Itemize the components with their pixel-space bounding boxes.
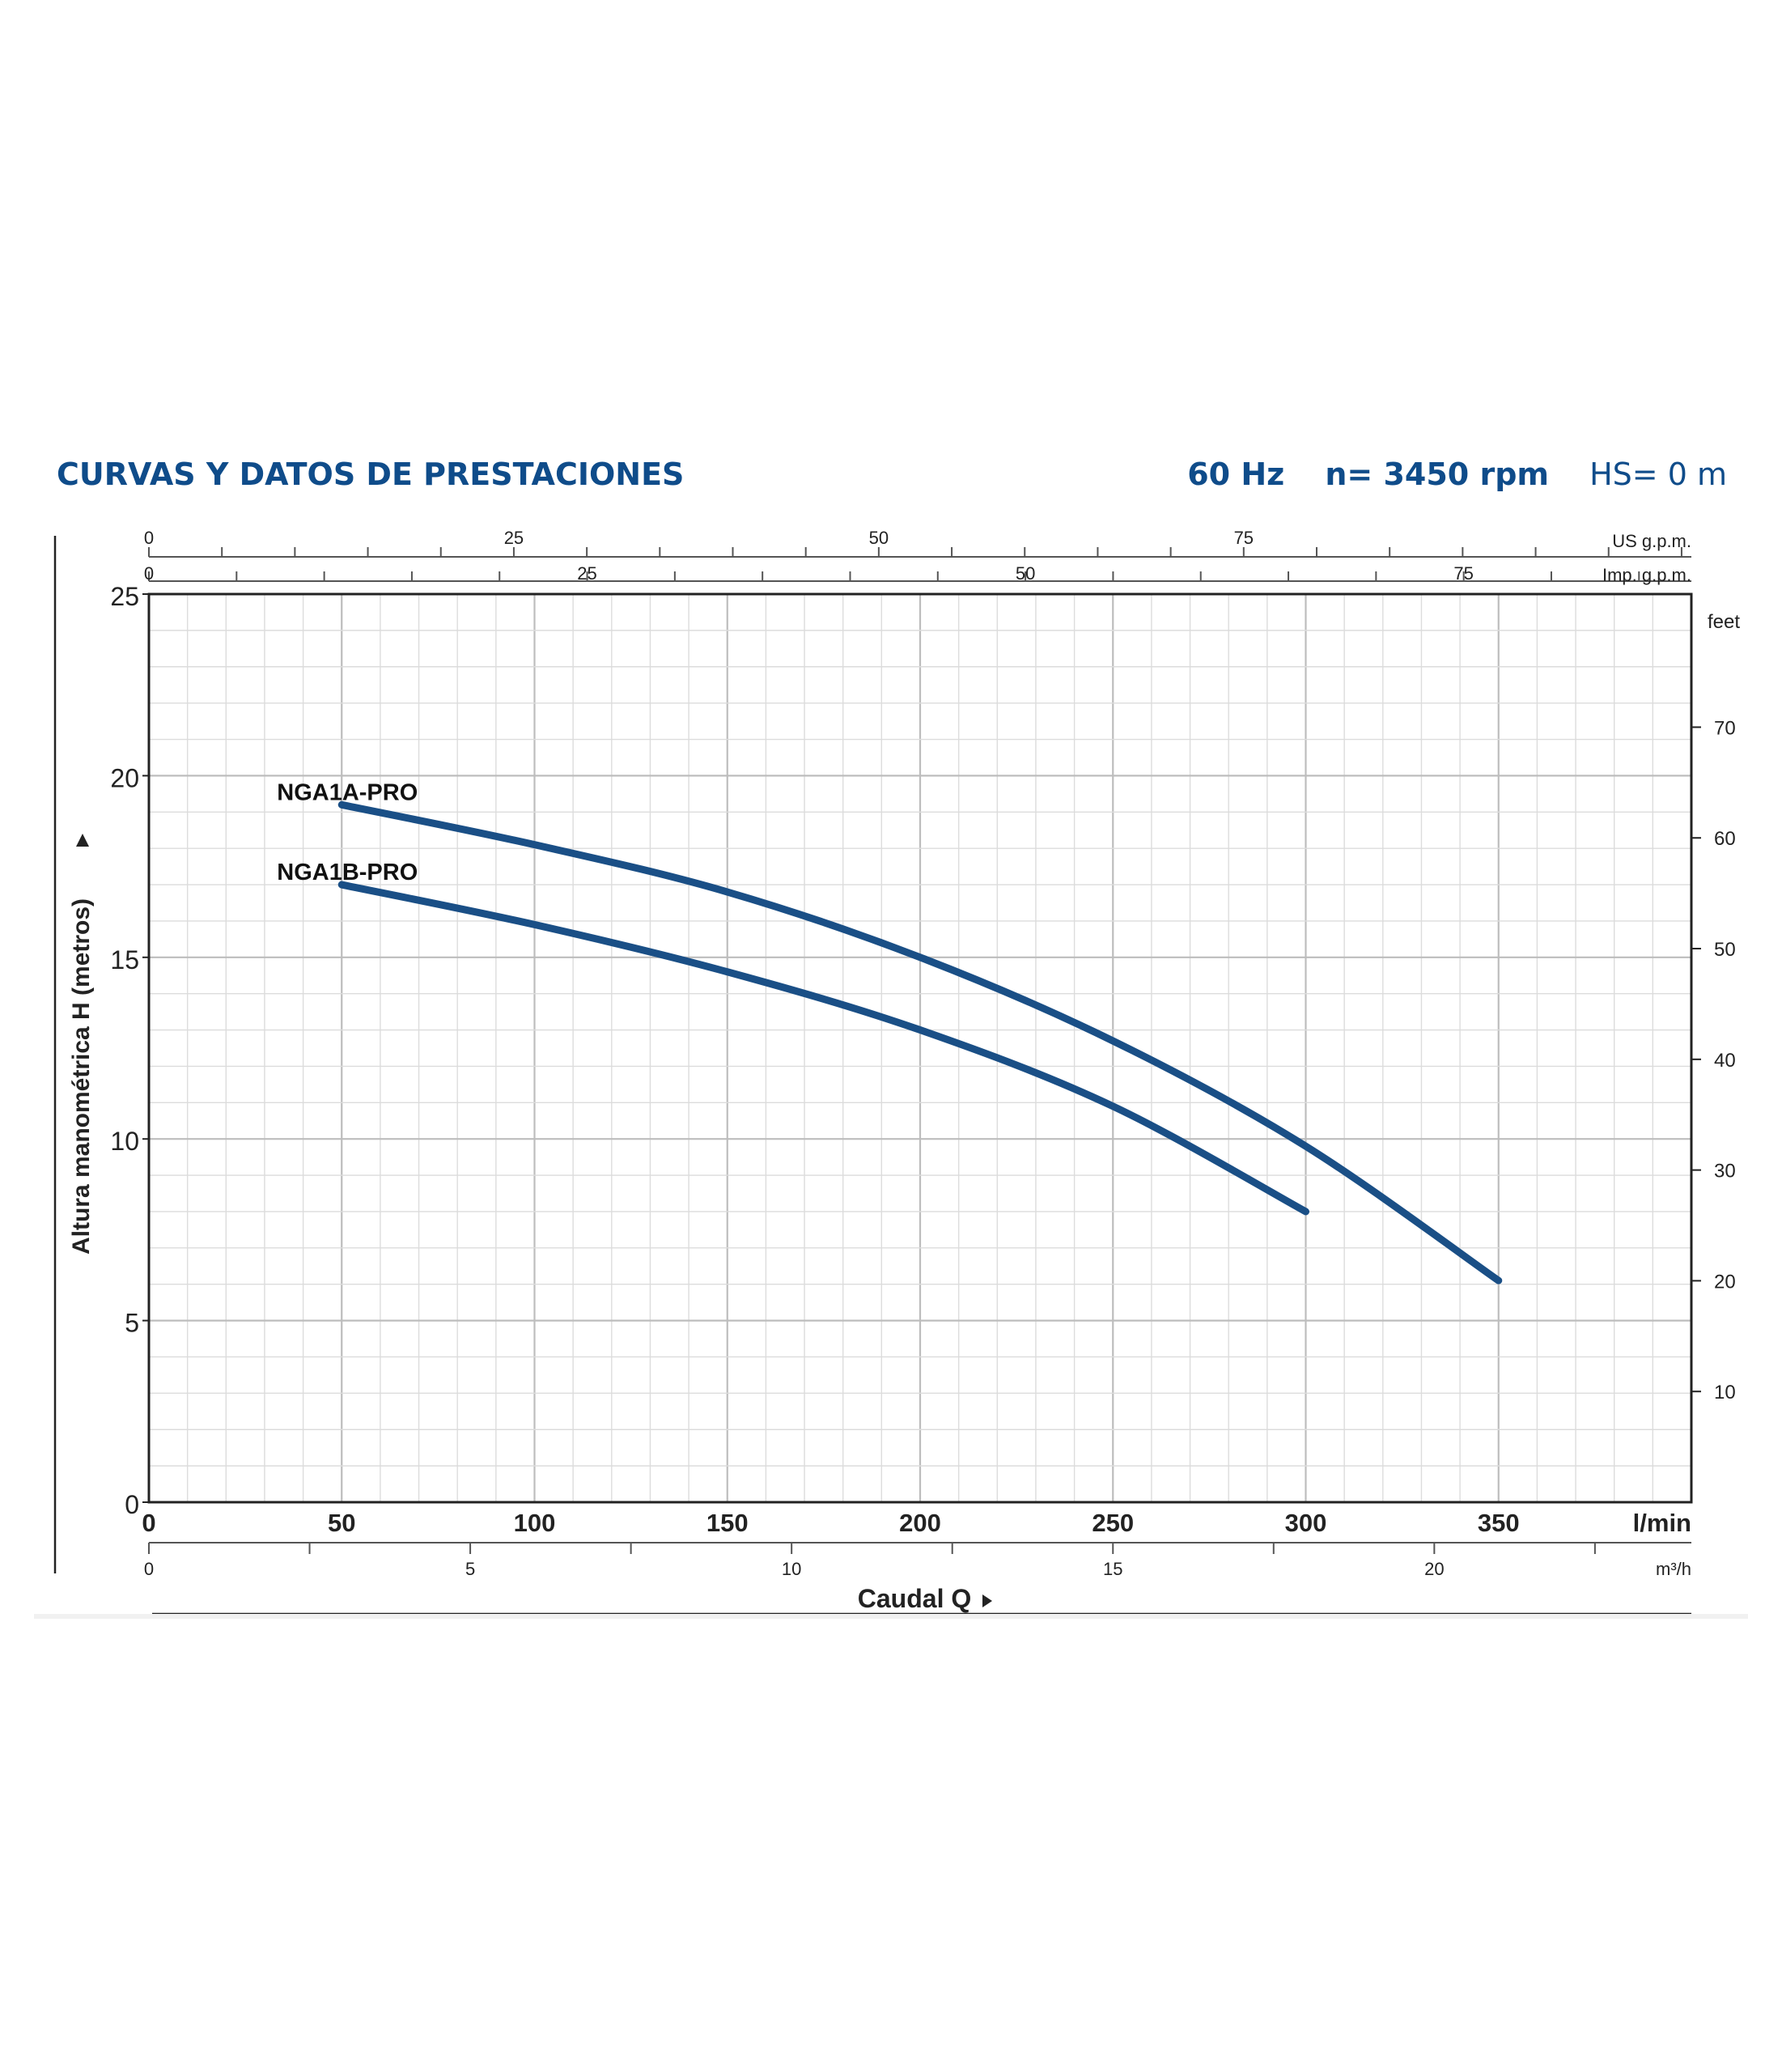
m3h-axis-unit: m³/h xyxy=(1656,1559,1691,1579)
plot-frame xyxy=(147,592,1693,1504)
m3h-axis-tick-label: 0 xyxy=(144,1559,154,1579)
grid xyxy=(147,592,1693,1504)
suction-height-label: HS= 0 m xyxy=(1589,456,1727,492)
speed-label: n= 3450 rpm xyxy=(1325,456,1550,492)
imp-gpm-axis-tick-label: 75 xyxy=(1453,563,1473,584)
x-axis-title: Caudal Q xyxy=(858,1584,971,1613)
chart-title: CURVAS Y DATOS DE PRESTACIONES xyxy=(57,456,685,492)
x-tick-label: 100 xyxy=(514,1509,556,1537)
x-axis-unit: l/min xyxy=(1633,1509,1691,1537)
us-gpm-axis-tick-label: 0 xyxy=(144,528,154,548)
us-gpm-axis-tick-label: 25 xyxy=(504,528,524,548)
series-layer xyxy=(337,800,1503,1284)
y-tick-label: 5 xyxy=(125,1309,139,1338)
right-axis-tick-label: 30 xyxy=(1714,1161,1736,1182)
bottom-band xyxy=(34,1614,1748,1619)
right-axis-tick-label: 70 xyxy=(1714,717,1736,739)
m3h-axis-tick-label: 15 xyxy=(1103,1559,1122,1579)
operating-specs: 60 Hz n= 3450 rpm HS= 0 m xyxy=(1156,456,1727,492)
right-axis-tick-label: 60 xyxy=(1714,828,1736,850)
us-gpm-axis-tick-label: 50 xyxy=(869,528,889,548)
right-axis-tick-label: 10 xyxy=(1714,1382,1736,1403)
y-tick-label: 15 xyxy=(110,945,139,974)
y-axis-title: Altura manométrica H (metros) xyxy=(68,898,95,1255)
series-label-nga1b-pro: NGA1B-PRO xyxy=(277,860,418,885)
frequency-label: 60 Hz xyxy=(1187,456,1285,492)
series-line-nga1b-pro xyxy=(337,881,1309,1216)
y-tick-label: 0 xyxy=(125,1490,139,1519)
imp-gpm-axis-unit: Imp. g.p.m. xyxy=(1602,565,1691,585)
us-gpm-axis-tick-label: 75 xyxy=(1234,528,1254,548)
y-axis-arrow-icon xyxy=(76,834,89,847)
label-layer: NGA1A-PRO NGA1B-PRO xyxy=(277,779,418,885)
series-label-nga1a-pro: NGA1A-PRO xyxy=(277,779,418,805)
y-tick-label: 10 xyxy=(110,1127,139,1156)
y-tick-label: 25 xyxy=(110,582,139,611)
imp-gpm-axis-tick-label: 25 xyxy=(577,563,596,584)
imp-gpm-axis-tick-label: 50 xyxy=(1016,563,1035,584)
us-gpm-axis-unit: US g.p.m. xyxy=(1612,531,1691,551)
series-line-nga1a-pro xyxy=(337,800,1503,1284)
m3h-axis-tick-label: 20 xyxy=(1424,1559,1444,1579)
m3h-axis-tick-label: 5 xyxy=(465,1559,475,1579)
right-axis-tick-label: 50 xyxy=(1714,939,1736,961)
x-tick-label: 250 xyxy=(1092,1509,1134,1537)
x-tick-label: 300 xyxy=(1285,1509,1327,1537)
right-axis-unit: feet xyxy=(1708,611,1740,633)
x-tick-label: 50 xyxy=(328,1509,355,1537)
m3h-axis-tick-label: 10 xyxy=(782,1559,801,1579)
x-tick-label: 200 xyxy=(899,1509,941,1537)
right-axis-tick-label: 40 xyxy=(1714,1050,1736,1072)
imp-gpm-axis-tick-label: 0 xyxy=(144,563,154,584)
right-axis-tick-label: 20 xyxy=(1714,1271,1736,1293)
axes: 0 5 10 15 20 25 Altura manométrica H (metros) f… xyxy=(53,528,1740,1616)
y-tick-label: 20 xyxy=(110,763,139,792)
x-tick-label: 0 xyxy=(142,1509,155,1537)
x-tick-label: 150 xyxy=(706,1509,749,1537)
x-tick-label: 350 xyxy=(1478,1509,1520,1537)
x-axis-arrow-icon xyxy=(982,1594,992,1607)
chart-header: CURVAS Y DATOS DE PRESTACIONES 60 Hz n= … xyxy=(0,456,1782,505)
